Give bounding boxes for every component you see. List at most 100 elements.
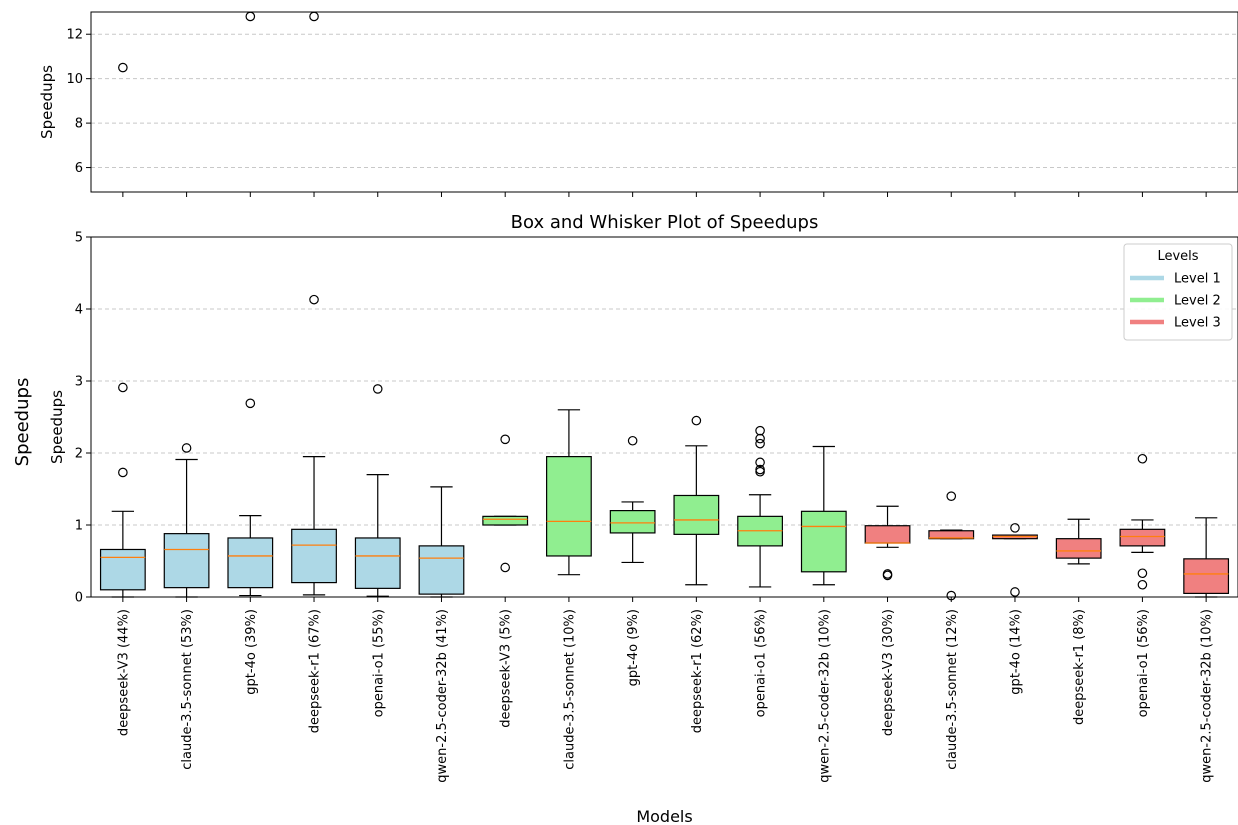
legend-entries: Level 1 Level 2 Level 3 [1130,272,1221,331]
flier-point [755,438,765,449]
box-10 [673,415,720,586]
box-body [928,530,975,540]
flier-point [1137,453,1148,464]
upper-y-tick-label: 10 [66,72,83,87]
x-tick-label: claude-3.5-sonnet (10%) [562,609,577,770]
boxes [99,294,1230,601]
lower-y-tick-label: 3 [75,375,83,390]
box-7 [482,434,529,573]
lower-y-tick-label: 1 [75,519,83,534]
box-12 [800,445,847,586]
box-9 [609,435,656,564]
box-body [163,533,210,589]
x-tick-label: qwen-2.5-coder-32b (10%) [817,609,832,783]
lower-y-axis: 0 1 2 3 4 5 [75,231,91,606]
box-body [864,525,911,544]
flier-point [118,382,128,393]
box-2 [163,443,210,598]
box-body [546,456,592,557]
x-tick-label: openai-o1 (56%) [754,609,769,717]
box-5 [354,384,401,597]
legend: Levels Level 1 Level 2 Level 3 [1123,243,1233,341]
chart-title: Box and Whisker Plot of Speedups [511,212,819,233]
flier-point [309,294,319,305]
upper-x-ticks [122,192,1207,197]
box-16 [1055,518,1102,565]
x-tick-label: deepseek-r1 (62%) [690,609,705,733]
lower-y-axis-label: Speedups [48,390,66,464]
upper-fliers [118,11,319,73]
box-6 [418,486,465,598]
legend-title: Levels [1157,249,1198,264]
box-body [227,537,274,589]
upper-gridlines [91,33,1238,169]
box-body [609,510,656,534]
box-13 [864,505,911,581]
box-body [1119,528,1166,547]
flier-point [755,425,765,436]
x-tick-label: qwen-2.5-coder-32b (41%) [435,609,450,783]
box-body [354,537,401,589]
flier-point [245,398,256,409]
flier-point [755,464,765,475]
box-3 [227,398,274,597]
figure-y-axis-label: Speedups [12,378,33,467]
legend-frame [1123,243,1233,341]
x-tick-label: deepseek-V3 (5%) [499,609,514,728]
upper-y-axis-label: Speedups [38,65,56,139]
flier-point [627,435,638,446]
box-18 [1183,517,1230,598]
legend-label: Level 1 [1174,272,1221,287]
upper-axes-frame [90,11,1238,193]
box-body [800,510,847,573]
flier-point [118,467,128,478]
box-1 [99,382,146,598]
x-tick-label: deepseek-V3 (44%) [116,609,131,736]
box-17 [1119,453,1166,590]
flier-point [500,434,510,445]
lower-x-axis: deepseek-V3 (44%) claude-3.5-sonnet (53%)… [116,597,1215,783]
flier-point [755,457,765,468]
box-body [418,545,465,595]
upper-y-tick-label: 12 [66,28,83,43]
lower-axes-frame [90,236,1238,598]
x-tick-label: qwen-2.5-coder-32b (10%) [1200,609,1215,783]
flier-point [946,491,957,501]
legend-entry-level-2: Level 2 [1130,294,1221,309]
box-body [99,548,146,591]
x-tick-label: deepseek-r1 (67%) [308,609,323,733]
legend-label: Level 3 [1174,316,1221,331]
flier-point [1137,579,1148,590]
flier-point [691,415,702,426]
flier-point [372,384,383,394]
flier-point [1010,587,1020,597]
lower-gridlines [91,308,1238,526]
x-tick-label: claude-3.5-sonnet (12%) [945,609,960,770]
x-tick-label: deepseek-r1 (8%) [1072,609,1087,725]
x-tick-label: claude-3.5-sonnet (53%) [180,609,195,770]
lower-y-tick-label: 2 [75,447,83,462]
x-tick-label: openai-o1 (56%) [1136,609,1151,717]
x-tick-label: openai-o1 (55%) [371,609,386,717]
box-11 [737,425,783,588]
upper-y-tick-label: 8 [75,117,83,132]
lower-y-tick-label: 0 [75,591,83,606]
x-tick-label: gpt-4o (9%) [626,609,641,686]
box-body [482,515,529,526]
x-tick-label: gpt-4o (39%) [244,609,259,695]
flier-point [118,62,128,73]
flier-point [181,443,192,453]
upper-panel: 6 8 10 12 Speedups [38,11,1238,197]
upper-y-axis: 6 8 10 12 [66,28,91,176]
box-4 [291,294,337,596]
lower-panel: 0 1 2 3 4 5 deepseek-V3 (44%) claude-3.5-sonne… [48,212,1238,825]
flier-point [245,11,256,22]
flier-point [882,569,893,579]
box-15 [992,523,1038,597]
upper-y-tick-label: 6 [75,161,83,176]
flier-point [309,11,319,22]
box-body [1055,538,1102,559]
legend-label: Level 2 [1174,294,1221,309]
lower-y-tick-label: 5 [75,231,83,246]
